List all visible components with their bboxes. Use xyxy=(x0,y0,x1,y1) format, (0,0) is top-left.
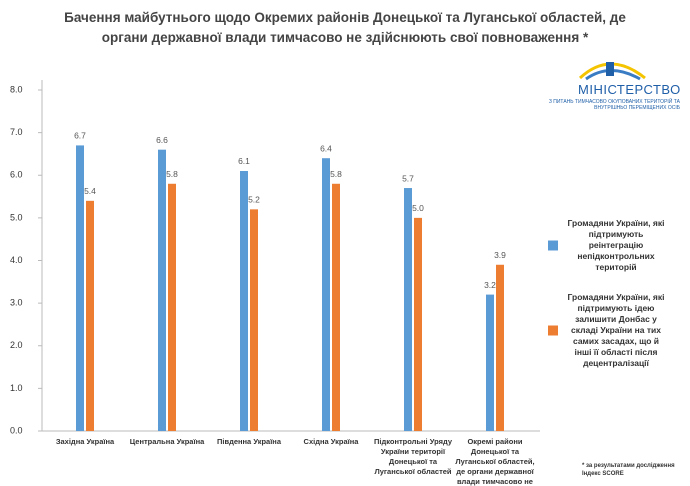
y-tick-label: 7.0 xyxy=(10,127,23,137)
bar xyxy=(414,217,422,431)
value-label: 3.9 xyxy=(494,250,506,260)
bar xyxy=(486,294,494,431)
x-tick-label: Східна Україна xyxy=(303,437,359,446)
footnote: * за результатами дослідження Індекс SCO… xyxy=(582,463,675,477)
x-tick-label: Підконтрольні Уряду України території До… xyxy=(374,437,452,476)
logo-subtitle: З ПИТАНЬ ТИМЧАСОВО ОКУПОВАНИХ ТЕРИТОРІЙ … xyxy=(548,99,680,111)
value-label: 5.7 xyxy=(402,173,414,183)
logo-title: МІНІСТЕРСТВО xyxy=(578,82,681,97)
bar xyxy=(496,264,504,431)
bar xyxy=(404,188,412,431)
y-tick-label: 3.0 xyxy=(10,298,23,308)
value-label: 6.6 xyxy=(156,135,168,145)
y-tick-label: 8.0 xyxy=(10,84,23,94)
value-label: 5.4 xyxy=(84,186,96,196)
bar xyxy=(322,158,330,431)
x-tick-label: Центральна Україна xyxy=(129,437,205,446)
bar xyxy=(332,183,340,431)
logo-mark xyxy=(578,62,646,81)
bar xyxy=(86,200,94,431)
value-label: 6.1 xyxy=(238,156,250,166)
y-tick-label: 2.0 xyxy=(10,340,23,350)
legend-label: Громадяни України, які підтримують реінт… xyxy=(567,218,665,272)
legend-swatch xyxy=(548,325,558,336)
x-tick-label: Західна Україна xyxy=(55,437,115,446)
bar xyxy=(240,170,248,432)
y-tick-label: 5.0 xyxy=(10,212,23,222)
bar xyxy=(250,209,258,431)
bar xyxy=(158,149,166,432)
value-label: 3.2 xyxy=(484,280,496,290)
y-tick-label: 0.0 xyxy=(10,425,23,435)
x-tick-label: Південна Україна xyxy=(216,437,282,446)
value-label: 5.0 xyxy=(412,203,424,213)
value-label: 6.7 xyxy=(74,131,86,141)
legend-label: Громадяни України, які підтримують ідею … xyxy=(567,292,665,368)
value-label: 5.8 xyxy=(166,169,178,179)
legend-swatch xyxy=(548,240,558,251)
value-label: 5.8 xyxy=(330,169,342,179)
bar xyxy=(76,145,84,431)
chart-title: Бачення майбутнього щодо Окремих районів… xyxy=(64,10,626,45)
value-label: 5.2 xyxy=(248,195,260,205)
bar xyxy=(168,183,176,431)
y-tick-label: 6.0 xyxy=(10,170,23,180)
y-tick-label: 1.0 xyxy=(10,383,23,393)
y-tick-label: 4.0 xyxy=(10,255,23,265)
x-tick-label: Окремі райони Донецької та Луганської об… xyxy=(455,437,535,486)
value-label: 6.4 xyxy=(320,143,332,153)
